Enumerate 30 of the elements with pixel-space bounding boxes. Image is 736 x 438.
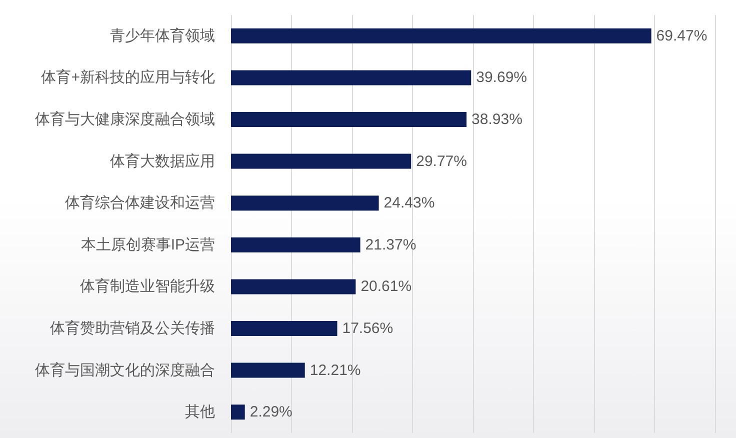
y-tick-label: 体育+新科技的应用与转化 (41, 69, 215, 86)
bar (231, 237, 360, 252)
bar (231, 362, 305, 378)
y-tick-label: 其他 (185, 404, 215, 421)
bar (231, 112, 467, 127)
data-label: 69.47% (656, 27, 708, 44)
data-label: 29.77% (416, 152, 467, 170)
data-label: 17.56% (342, 320, 394, 337)
data-label: 2.29% (250, 404, 292, 421)
y-tick-label: 体育制造业智能升级 (80, 278, 215, 296)
bar (231, 28, 652, 44)
y-tick-label: 体育大数据应用 (110, 152, 215, 170)
data-label: 21.37% (365, 236, 416, 254)
y-tick-label: 体育综合体建设和运营 (65, 194, 215, 212)
bar (231, 321, 338, 336)
bar (231, 154, 412, 169)
bar (231, 404, 245, 420)
bar (231, 196, 379, 211)
y-tick-label: 体育赞助营销及公关传播 (50, 320, 215, 337)
bar (231, 279, 356, 294)
y-tick-label: 青少年体育领域 (110, 27, 215, 44)
y-tick-label: 体育与大健康深度融合领域 (35, 111, 215, 128)
bar (231, 70, 472, 86)
y-tick-label: 体育与国潮文化的深度融合 (35, 362, 215, 379)
data-label: 39.69% (476, 69, 527, 86)
data-label: 24.43% (384, 194, 435, 212)
data-label: 12.21% (310, 362, 361, 379)
y-tick-label: 本土原创赛事IP运营 (80, 236, 215, 254)
data-label: 38.93% (472, 111, 522, 128)
data-label: 20.61% (360, 278, 412, 296)
